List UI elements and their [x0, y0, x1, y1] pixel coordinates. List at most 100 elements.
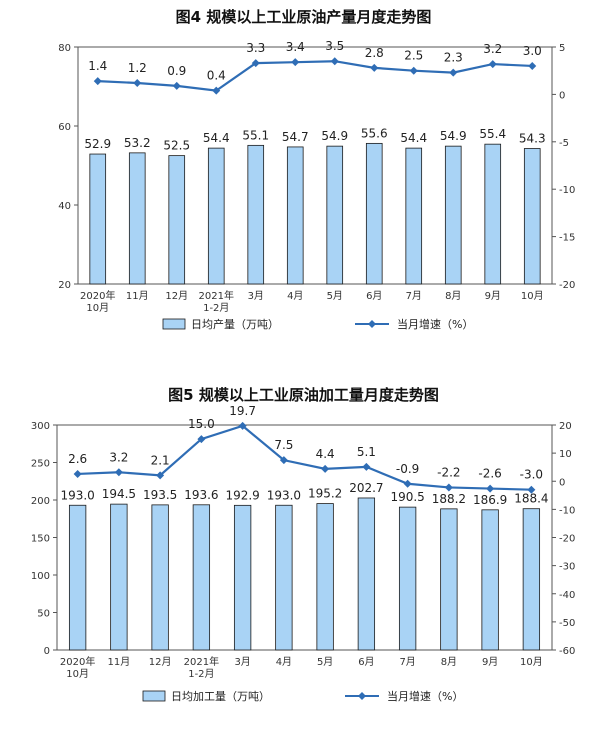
growth-value-label: 2.3	[444, 51, 463, 65]
left-tick-label: 80	[58, 43, 71, 54]
bar-value-label: 193.6	[184, 488, 218, 502]
right-tick-label: 10	[559, 449, 572, 460]
x-tick-label: 6月	[358, 656, 374, 668]
bar	[247, 144, 265, 285]
growth-value-label: 0.4	[207, 69, 226, 83]
growth-value-label: -0.9	[396, 462, 419, 476]
growth-point	[114, 468, 123, 477]
right-tick-label: 5	[559, 43, 565, 54]
bar-value-label: 193.0	[60, 488, 94, 502]
growth-point	[321, 464, 330, 473]
growth-value-label: 3.0	[523, 44, 542, 58]
bar	[89, 153, 107, 285]
growth-value-label: 2.8	[365, 46, 384, 60]
left-tick-label: 150	[31, 534, 50, 545]
bar-value-label: 193.5	[143, 488, 177, 502]
x-tick-label: 7月	[399, 656, 415, 668]
legend-bar-swatch	[162, 318, 186, 330]
growth-point	[197, 435, 206, 444]
bar-value-label: 195.2	[308, 487, 342, 501]
chart-title: 图4 规模以上工业原油产量月度走势图	[175, 8, 432, 26]
growth-value-label: 3.2	[109, 450, 128, 464]
chart-title: 图5 规模以上工业原油加工量月度走势图	[168, 386, 439, 404]
growth-value-label: 5.1	[357, 445, 376, 459]
bar-value-label: 186.9	[473, 493, 507, 507]
growth-value-label: -3.0	[520, 468, 543, 482]
x-tick-label: 2021年 1-2月	[199, 289, 234, 314]
bar	[440, 508, 458, 651]
right-tick-label: -50	[559, 618, 575, 629]
plot-frame	[56, 424, 553, 651]
x-tick-label: 5月	[327, 290, 343, 302]
growth-value-label: 7.5	[274, 438, 293, 452]
x-tick-label: 2021年 1-2月	[184, 655, 219, 680]
growth-point	[93, 77, 102, 86]
x-tick-label: 10月	[520, 656, 543, 668]
right-tick-label: -20	[559, 534, 575, 545]
x-tick-label: 9月	[485, 290, 501, 302]
left-tick-label: 0	[44, 646, 50, 657]
x-tick-label: 3月	[248, 290, 264, 302]
legend-line-label: 当月增速（%）	[397, 317, 473, 331]
growth-line	[97, 60, 533, 92]
bar-value-label: 54.4	[400, 131, 427, 145]
growth-point	[486, 484, 495, 493]
growth-point	[212, 86, 221, 95]
left-tick-label: 20	[58, 280, 71, 291]
bar-value-label: 54.7	[282, 130, 309, 144]
growth-value-label: -2.2	[437, 465, 460, 479]
bar-value-label: 52.9	[84, 137, 111, 151]
x-tick-label: 3月	[234, 656, 250, 668]
bar-value-label: 55.6	[361, 126, 388, 140]
x-tick-label: 12月	[149, 656, 172, 668]
growth-value-label: 3.5	[325, 39, 344, 53]
growth-point	[528, 61, 537, 70]
x-tick-label: 10月	[521, 290, 544, 302]
bar	[207, 147, 225, 285]
growth-point	[291, 58, 300, 67]
growth-point	[279, 456, 288, 465]
bar	[398, 506, 417, 651]
bar-value-label: 194.5	[102, 487, 136, 501]
left-tick-label: 40	[58, 201, 71, 212]
bar	[481, 509, 499, 651]
right-tick-label: -15	[559, 233, 575, 244]
growth-point	[251, 59, 260, 68]
x-tick-label: 8月	[445, 290, 461, 302]
right-tick-label: -20	[559, 280, 575, 291]
bar	[357, 497, 376, 651]
growth-value-label: -2.6	[478, 467, 501, 481]
x-tick-label: 4月	[287, 290, 303, 302]
left-tick-label: 300	[31, 421, 50, 432]
bar-value-label: 193.0	[267, 488, 301, 502]
bar	[523, 148, 541, 285]
bar-value-label: 188.2	[432, 492, 466, 506]
growth-value-label: 1.2	[128, 61, 147, 75]
growth-value-label: 2.6	[68, 452, 87, 466]
left-tick-label: 100	[31, 571, 50, 582]
left-tick-label: 250	[31, 459, 50, 470]
bar	[151, 504, 169, 651]
bar-value-label: 188.4	[514, 492, 548, 506]
chart-a-plot: 20 40 60 80 -20 -15 -10 -5 0 5 52.9 53.2 52.5 54.4 55.…	[58, 39, 575, 331]
x-tick-label: 7月	[406, 290, 422, 302]
legend-line-label: 当月增速（%）	[387, 689, 463, 703]
right-tick-label: -10	[559, 505, 575, 516]
bar-value-label: 55.4	[479, 127, 506, 141]
bar-value-label: 190.5	[390, 490, 424, 504]
x-tick-label: 2020年 10月	[80, 289, 115, 314]
left-tick-label: 50	[37, 609, 50, 620]
growth-value-label: 1.4	[88, 59, 107, 73]
growth-point	[403, 479, 412, 488]
growth-point	[133, 79, 142, 88]
crude-oil-processing-chart: 图5 规模以上工业原油加工量月度走势图 0 50 100 150 200 250 300 -6…	[0, 378, 607, 735]
bar	[444, 145, 462, 285]
bar-value-label: 55.1	[242, 128, 269, 142]
x-tick-label: 4月	[276, 656, 292, 668]
growth-point	[527, 485, 536, 494]
x-tick-label: 6月	[366, 290, 382, 302]
growth-point	[73, 469, 82, 478]
growth-value-label: 3.2	[483, 42, 502, 56]
bar	[110, 503, 128, 651]
legend-line-marker	[368, 320, 376, 328]
